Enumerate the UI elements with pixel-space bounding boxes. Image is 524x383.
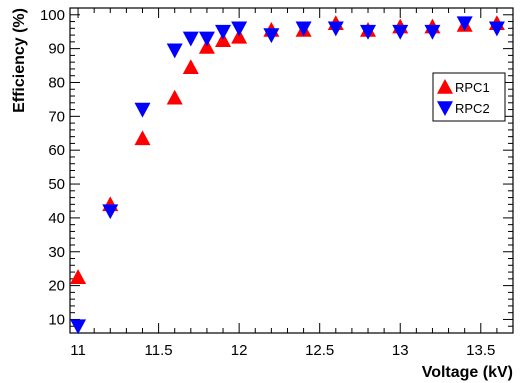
legend-label-rpc2: RPC2 (455, 101, 490, 116)
legend: RPC1 RPC2 (432, 72, 506, 122)
data-point-rpc2 (488, 21, 505, 37)
data-point-rpc2 (231, 21, 248, 37)
data-point-rpc2 (182, 31, 199, 47)
data-point-rpc2 (327, 21, 344, 37)
y-tick-label: 60 (48, 142, 65, 159)
data-point-rpc2 (215, 24, 232, 40)
data-point-rpc2 (166, 43, 183, 59)
x-tick-label: 12 (231, 342, 248, 359)
y-tick-label: 80 (48, 74, 65, 91)
plot-frame (69, 7, 514, 334)
plot-area-border (69, 7, 514, 334)
legend-marker-rpc2 (437, 101, 453, 116)
data-point-rpc2 (295, 21, 312, 37)
y-axis-title: Efficiency (%) (11, 8, 28, 113)
x-axis-title: Voltage (kV) (422, 364, 513, 381)
x-tick-label: 11.5 (145, 342, 173, 359)
data-point-rpc2 (263, 28, 280, 44)
data-point-rpc1 (182, 59, 199, 75)
data-point-rpc2 (134, 102, 151, 118)
data-point-rpc2 (424, 24, 441, 40)
y-tick-label: 10 (48, 311, 65, 328)
y-tick-label: 30 (48, 244, 65, 261)
legend-marker-rpc1 (437, 79, 453, 94)
x-tick-label: 11 (70, 342, 86, 359)
y-tick-label: 20 (48, 278, 65, 295)
x-tick-label: 13.5 (466, 342, 495, 359)
y-tick-label: 70 (48, 108, 65, 125)
x-tick-label: 13 (392, 342, 409, 359)
x-tick-label: 12.5 (305, 342, 334, 359)
y-tick-label: 40 (48, 210, 65, 227)
series-rpc1 (70, 15, 505, 284)
y-tick-label: 50 (48, 176, 65, 193)
data-point-rpc1 (166, 89, 183, 105)
y-tick-label: 100 (40, 7, 65, 24)
y-tick-label: 90 (48, 41, 65, 58)
x-axis-ticks: 11 11.5 12 12.5 13 13.5 (70, 8, 514, 359)
data-point-rpc2 (392, 24, 409, 40)
data-point-rpc2 (102, 204, 119, 220)
data-point-rpc2 (456, 16, 473, 32)
data-point-rpc2 (70, 319, 87, 335)
legend-label-rpc1: RPC1 (455, 80, 490, 95)
series-rpc2 (70, 16, 505, 335)
data-point-rpc2 (198, 31, 215, 47)
y-axis-ticks: 10 20 30 40 50 60 70 80 90 100 (40, 7, 513, 328)
data-point-rpc1 (70, 269, 87, 284)
data-point-rpc2 (360, 24, 377, 40)
data-point-rpc1 (134, 130, 151, 146)
data-markers (70, 15, 505, 335)
